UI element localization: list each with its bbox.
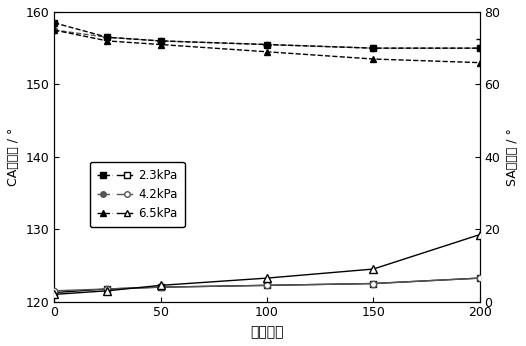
Legend: 2.3kPa, 4.2kPa, 6.5kPa: 2.3kPa, 4.2kPa, 6.5kPa: [90, 162, 185, 227]
X-axis label: 摩擦循环: 摩擦循环: [250, 325, 284, 339]
Y-axis label: CA十六烷 / °: CA十六烷 / °: [7, 128, 20, 186]
Y-axis label: SA十六烷 / °: SA十六烷 / °: [506, 128, 519, 186]
